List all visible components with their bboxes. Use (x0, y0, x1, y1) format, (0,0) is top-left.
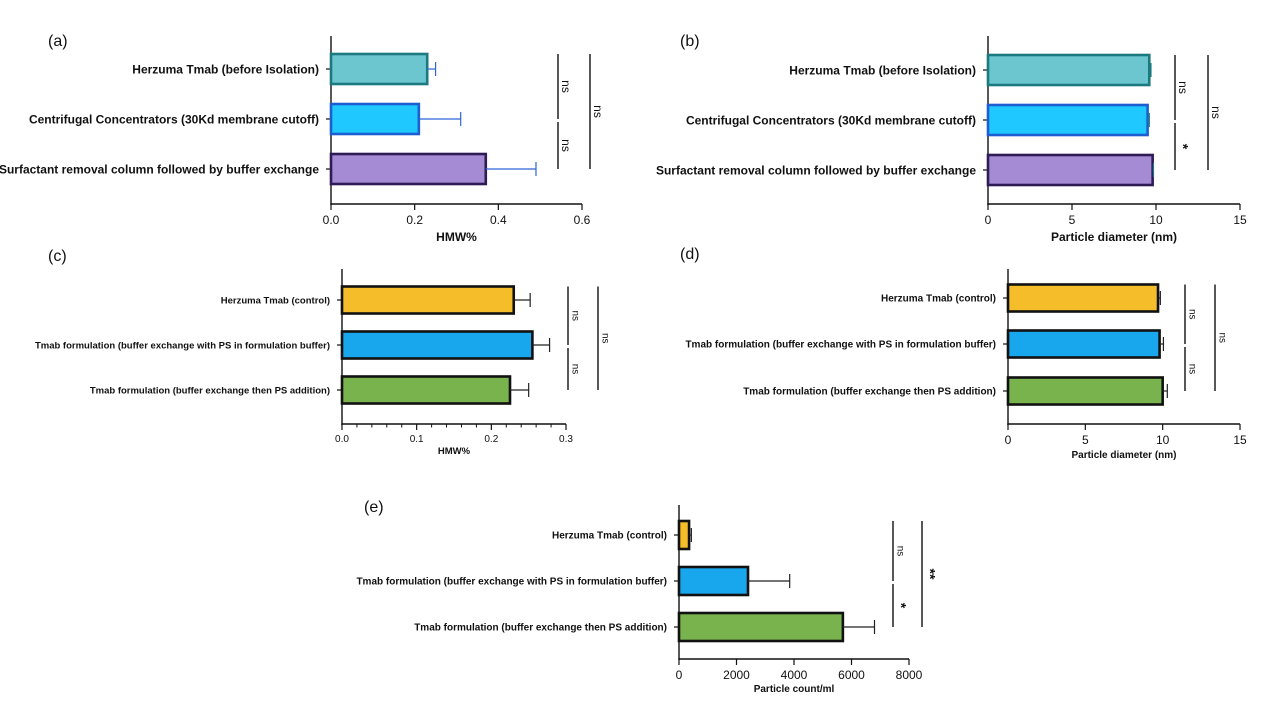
category-label: Herzuma Tmab (control) (552, 531, 667, 542)
category-label: Herzuma Tmab (before Isolation) (132, 62, 319, 76)
x-tick-label: 0 (1005, 433, 1012, 447)
bar (340, 375, 512, 405)
panel-label: (d) (680, 246, 700, 263)
x-axis-title: HMW% (436, 230, 477, 244)
x-tick-label: 6000 (838, 668, 865, 682)
bar (986, 103, 1149, 137)
chart-panel-b: (b) Herzuma Tmab (before Isolation) Centri… (656, 33, 1247, 244)
x-axis-title: Particle count/ml (754, 684, 835, 695)
x-tick-label: 0.6 (574, 213, 591, 227)
x-tick-label: 5 (1069, 213, 1076, 227)
significance-label: * (893, 603, 909, 609)
significance-label: ns (1186, 309, 1197, 320)
x-tick-label: 0.2 (406, 213, 423, 227)
significance-label: ** (922, 569, 938, 580)
x-tick-label: 10 (1149, 213, 1163, 227)
panel-label: (b) (680, 33, 700, 50)
x-tick-label: 10 (1156, 433, 1170, 447)
bar (329, 52, 429, 86)
bar (329, 102, 421, 136)
x-tick-label: 5 (1082, 433, 1089, 447)
bar (329, 152, 488, 186)
category-label: Centrifugal Concentrators (30Kd membrane… (29, 112, 319, 126)
significance-label: ns (569, 364, 580, 375)
x-tick-label: 2000 (723, 668, 750, 682)
category-label: Herzuma Tmab (control) (881, 294, 996, 305)
x-axis-title: Particle diameter (nm) (1051, 230, 1177, 244)
x-tick-label: 8000 (896, 668, 923, 682)
significance-label: ns (1186, 364, 1197, 375)
significance-label: * (1175, 144, 1191, 150)
panel-label: (e) (364, 499, 384, 516)
panel-label: (c) (48, 248, 67, 265)
chart-panel-c: (c) Herzuma Tmab (control) Tmab formulatio… (35, 248, 610, 457)
x-tick-label: 4000 (781, 668, 808, 682)
category-label: Tmab formulation (buffer exchange with P… (356, 577, 667, 588)
category-label: Tmab formulation (buffer exchange with P… (35, 340, 330, 351)
bar (1006, 329, 1161, 359)
chart-panel-d: (d) Herzuma Tmab (control) Tmab formulatio… (680, 246, 1247, 461)
significance-label: ns (1216, 332, 1227, 343)
category-label: Tmab formulation (buffer exchange then P… (90, 385, 330, 396)
x-tick-label: 15 (1233, 433, 1247, 447)
category-label: Surfactant removal column followed by bu… (0, 162, 319, 176)
bar (340, 330, 534, 360)
x-tick-label: 0.0 (323, 213, 340, 227)
category-label: Surfactant removal column followed by bu… (656, 163, 976, 177)
x-tick-label: 0.1 (410, 434, 424, 445)
x-axis-title: Particle diameter (nm) (1071, 450, 1176, 461)
category-label: Centrifugal Concentrators (30Kd membrane… (686, 113, 976, 127)
significance-label: ns (591, 105, 605, 118)
category-label: Tmab formulation (buffer exchange with P… (685, 340, 996, 351)
significance-label: ns (559, 80, 573, 93)
significance-label: ns (569, 310, 580, 321)
category-label: Herzuma Tmab (before Isolation) (789, 63, 976, 77)
x-axis-title: HMW% (438, 446, 471, 457)
significance-label: ns (1209, 106, 1223, 119)
significance-label: ns (894, 546, 905, 557)
bar (986, 53, 1151, 87)
chart-panel-e: (e) Herzuma Tmab (control) Tmab formulatio… (356, 499, 938, 695)
bar (1006, 283, 1160, 313)
panel-label: (a) (48, 33, 68, 50)
x-tick-label: 0.3 (559, 434, 573, 445)
x-tick-label: 0 (985, 213, 992, 227)
significance-label: ns (559, 139, 573, 152)
bar (986, 153, 1154, 187)
x-tick-label: 0.4 (490, 213, 507, 227)
x-tick-label: 0 (676, 668, 683, 682)
chart-panel-a: (a) Herzuma Tmab (before Isolation) Centri… (0, 33, 605, 244)
x-tick-label: 0.0 (335, 434, 349, 445)
significance-label: ns (599, 333, 610, 344)
x-tick-label: 15 (1233, 213, 1247, 227)
bar (677, 519, 691, 551)
category-label: Tmab formulation (buffer exchange then P… (414, 623, 667, 634)
category-label: Herzuma Tmab (control) (221, 295, 330, 306)
bar (677, 611, 845, 643)
bar (677, 565, 750, 597)
category-label: Tmab formulation (buffer exchange then P… (743, 387, 996, 398)
bar (1006, 376, 1164, 406)
bar (340, 285, 516, 315)
significance-label: ns (1176, 81, 1190, 94)
x-tick-label: 0.2 (484, 434, 498, 445)
